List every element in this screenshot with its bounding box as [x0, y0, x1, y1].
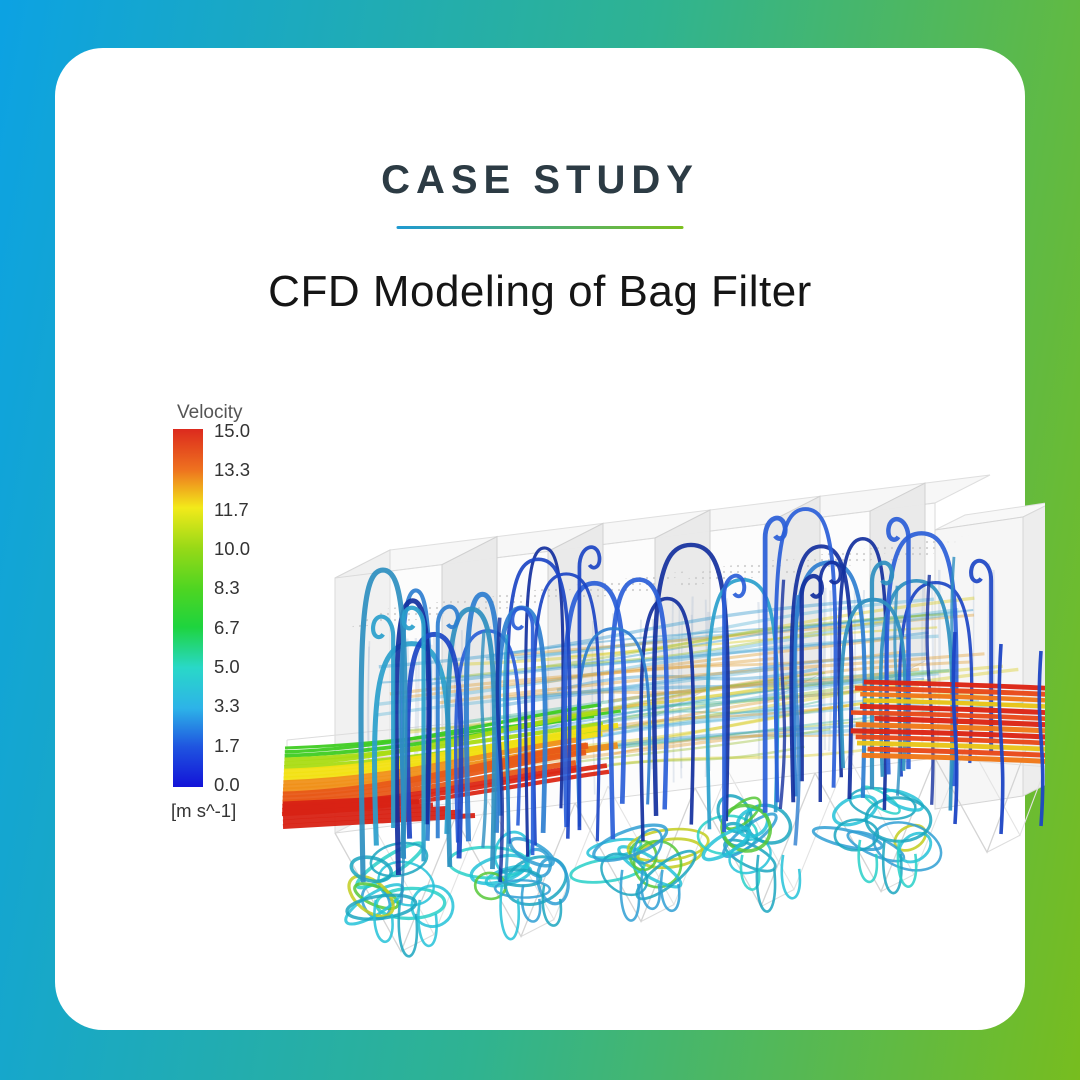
- legend-tick: 13.3: [214, 459, 251, 481]
- legend-tick: 11.7: [214, 498, 249, 520]
- content-card: CASE STUDY CFD Modeling of Bag Filter V: [55, 48, 1045, 1030]
- page-title: CFD Modeling of Bag Filter: [268, 267, 812, 316]
- legend-ticks: 15.0 13.3 11.7 10.0 8.3 6.7 5.0 3.3 1.7 0.0: [214, 420, 250, 796]
- bag-loop-streamlines: [358, 507, 994, 904]
- colorbar: [173, 429, 203, 787]
- legend-unit: [m s^-1]: [171, 800, 237, 821]
- legend-tick: 6.7: [214, 616, 240, 638]
- eyebrow-heading: CASE STUDY: [381, 158, 699, 202]
- legend-tick: 15.0: [214, 420, 251, 441]
- legend-tick: 8.3: [214, 577, 240, 599]
- legend-tick: 10.0: [214, 537, 251, 559]
- legend-tick: 5.0: [214, 655, 240, 677]
- outlet-streamlines: [850, 631, 1045, 835]
- velocity-legend: Velocity 15.0 13.3 11.7 10.0 8.3 6.7 5.0 3.3 1.7…: [171, 402, 250, 822]
- legend-row: 15.0 13.3 11.7 10.0 8.3 6.7 5.0 3.3 1.7 0.0: [173, 420, 250, 796]
- legend-title: Velocity: [177, 402, 243, 423]
- cfd-visualization: [281, 474, 1045, 958]
- legend-tick: 0.0: [214, 773, 240, 795]
- legend-tick: 1.7: [214, 734, 240, 756]
- cfd-figure: Velocity 15.0 13.3 11.7 10.0 8.3 6.7 5.0 3.3 1.7…: [155, 396, 1045, 1021]
- title-divider: [396, 226, 684, 229]
- legend-tick: 3.3: [214, 695, 240, 717]
